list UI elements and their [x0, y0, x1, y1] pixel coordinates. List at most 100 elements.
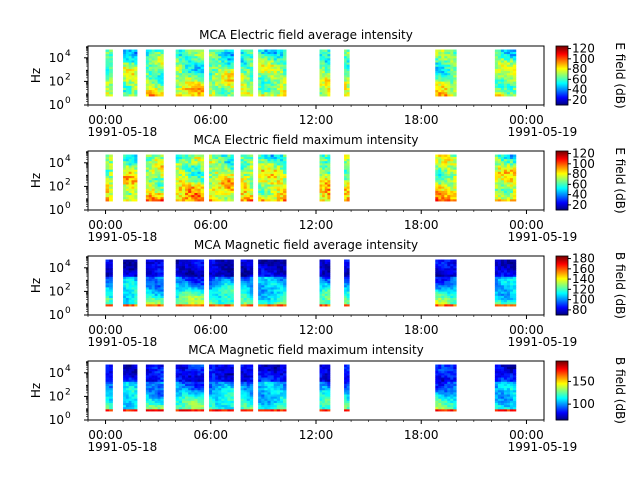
spectrogram-cell	[280, 279, 283, 281]
spectrogram-cell	[218, 289, 221, 291]
spectrogram-cell	[188, 268, 191, 270]
spectrogram-cell	[274, 90, 277, 92]
spectrogram-cell	[498, 83, 501, 85]
spectrogram-cell	[322, 281, 325, 283]
spectrogram-cell	[146, 281, 149, 283]
spectrogram-cell	[327, 64, 330, 66]
spectrogram-cell	[182, 58, 185, 60]
spectrogram-cell	[158, 262, 161, 264]
spectrogram-cell	[344, 69, 347, 71]
spectrogram-cell	[250, 182, 253, 184]
spectrogram-cell	[507, 264, 510, 266]
spectrogram-cell	[185, 79, 188, 81]
spectrogram-cell	[325, 270, 328, 272]
spectrogram-cell	[441, 64, 444, 66]
spectrogram-cell	[158, 264, 161, 266]
spectrogram-cell	[501, 289, 504, 291]
spectrogram-cell	[277, 285, 280, 287]
spectrogram-segment	[495, 50, 516, 97]
spectrogram-cell	[498, 274, 501, 276]
spectrogram-cell	[227, 169, 230, 171]
spectrogram-cell	[126, 58, 129, 60]
spectrogram-cell	[231, 60, 234, 62]
spectrogram-cell	[215, 270, 218, 272]
spectrogram-cell	[241, 165, 244, 167]
spectrogram-cell	[221, 296, 224, 298]
spectrogram-cell	[155, 176, 158, 178]
spectrogram-cell	[261, 199, 264, 201]
spectrogram-cell	[123, 54, 126, 56]
spectrogram-cell	[274, 279, 277, 281]
spectrogram-cell	[158, 71, 161, 73]
spectrogram-cell	[185, 66, 188, 68]
spectrogram-cell	[277, 296, 280, 298]
spectrogram-cell	[231, 199, 234, 201]
spectrogram-cell	[267, 159, 270, 161]
spectrogram-cell	[176, 69, 179, 71]
spectrogram-cell	[513, 176, 516, 178]
spectrogram-cell	[267, 73, 270, 75]
spectrogram-cell	[320, 276, 323, 278]
spectrogram-cell	[280, 291, 283, 293]
spectrogram-cell	[146, 392, 149, 394]
spectrogram-cell	[106, 165, 110, 167]
spectrogram-cell	[277, 73, 280, 75]
spectrogram-cell	[250, 180, 253, 182]
spectrogram-cell	[264, 50, 267, 52]
spectrogram-cell	[123, 171, 126, 173]
spectrogram-cell	[109, 71, 113, 73]
spectrogram-cell	[191, 266, 194, 268]
spectrogram-cell	[188, 54, 191, 56]
spectrogram-cell	[258, 289, 261, 291]
spectrogram-cell	[224, 180, 227, 182]
spectrogram-cell	[201, 291, 204, 293]
spectrogram-cell	[498, 180, 501, 182]
spectrogram-cell	[179, 262, 182, 264]
spectrogram-cell	[280, 171, 283, 173]
spectrogram-cell	[513, 163, 516, 165]
spectrogram-cell	[513, 178, 516, 180]
spectrogram-cell	[344, 79, 347, 81]
spectrogram-cell	[149, 86, 152, 88]
spectrogram-cell	[327, 165, 330, 167]
spectrogram-cell	[250, 77, 253, 79]
spectrogram-cell	[106, 56, 110, 58]
spectrogram-cell	[510, 60, 513, 62]
spectrogram-cell	[109, 73, 113, 75]
spectrogram-cell	[435, 159, 438, 161]
spectrogram-cell	[327, 171, 330, 173]
spectrogram-cell	[126, 90, 129, 92]
spectrogram-cell	[176, 375, 179, 377]
spectrogram-cell	[215, 268, 218, 270]
spectrogram-cell	[152, 266, 155, 268]
spectrogram-cell	[155, 64, 158, 66]
spectrogram-cell	[106, 174, 110, 176]
spectrogram-cell	[447, 180, 450, 182]
spectrogram-cell	[347, 73, 350, 75]
spectrogram-cell	[435, 77, 438, 79]
spectrogram-cell	[510, 266, 513, 268]
spectrogram-cell	[231, 90, 234, 92]
spectrogram-cell	[134, 392, 137, 394]
spectrogram-cell	[453, 176, 456, 178]
spectrogram-cell	[322, 186, 325, 188]
spectrogram-cell	[450, 300, 453, 302]
spectrogram-cell	[244, 56, 247, 58]
y-tick-label: 10	[49, 203, 64, 217]
spectrogram-cell	[267, 69, 270, 71]
spectrogram-segment	[320, 260, 331, 307]
spectrogram-cell	[450, 88, 453, 90]
spectrogram-cell	[126, 403, 129, 405]
spectrogram-cell	[201, 171, 204, 173]
spectrogram-cell	[160, 272, 163, 274]
spectrogram-cell	[261, 75, 264, 77]
spectrogram-cell	[158, 405, 161, 407]
spectrogram-cell	[264, 281, 267, 283]
spectrogram-cell	[231, 50, 234, 52]
spectrogram-cell	[267, 270, 270, 272]
spectrogram-cell	[215, 54, 218, 56]
spectrogram-cell	[209, 193, 212, 195]
spectrogram-cell	[224, 165, 227, 167]
spectrogram-cell	[209, 75, 212, 77]
spectrogram-cell	[182, 56, 185, 58]
